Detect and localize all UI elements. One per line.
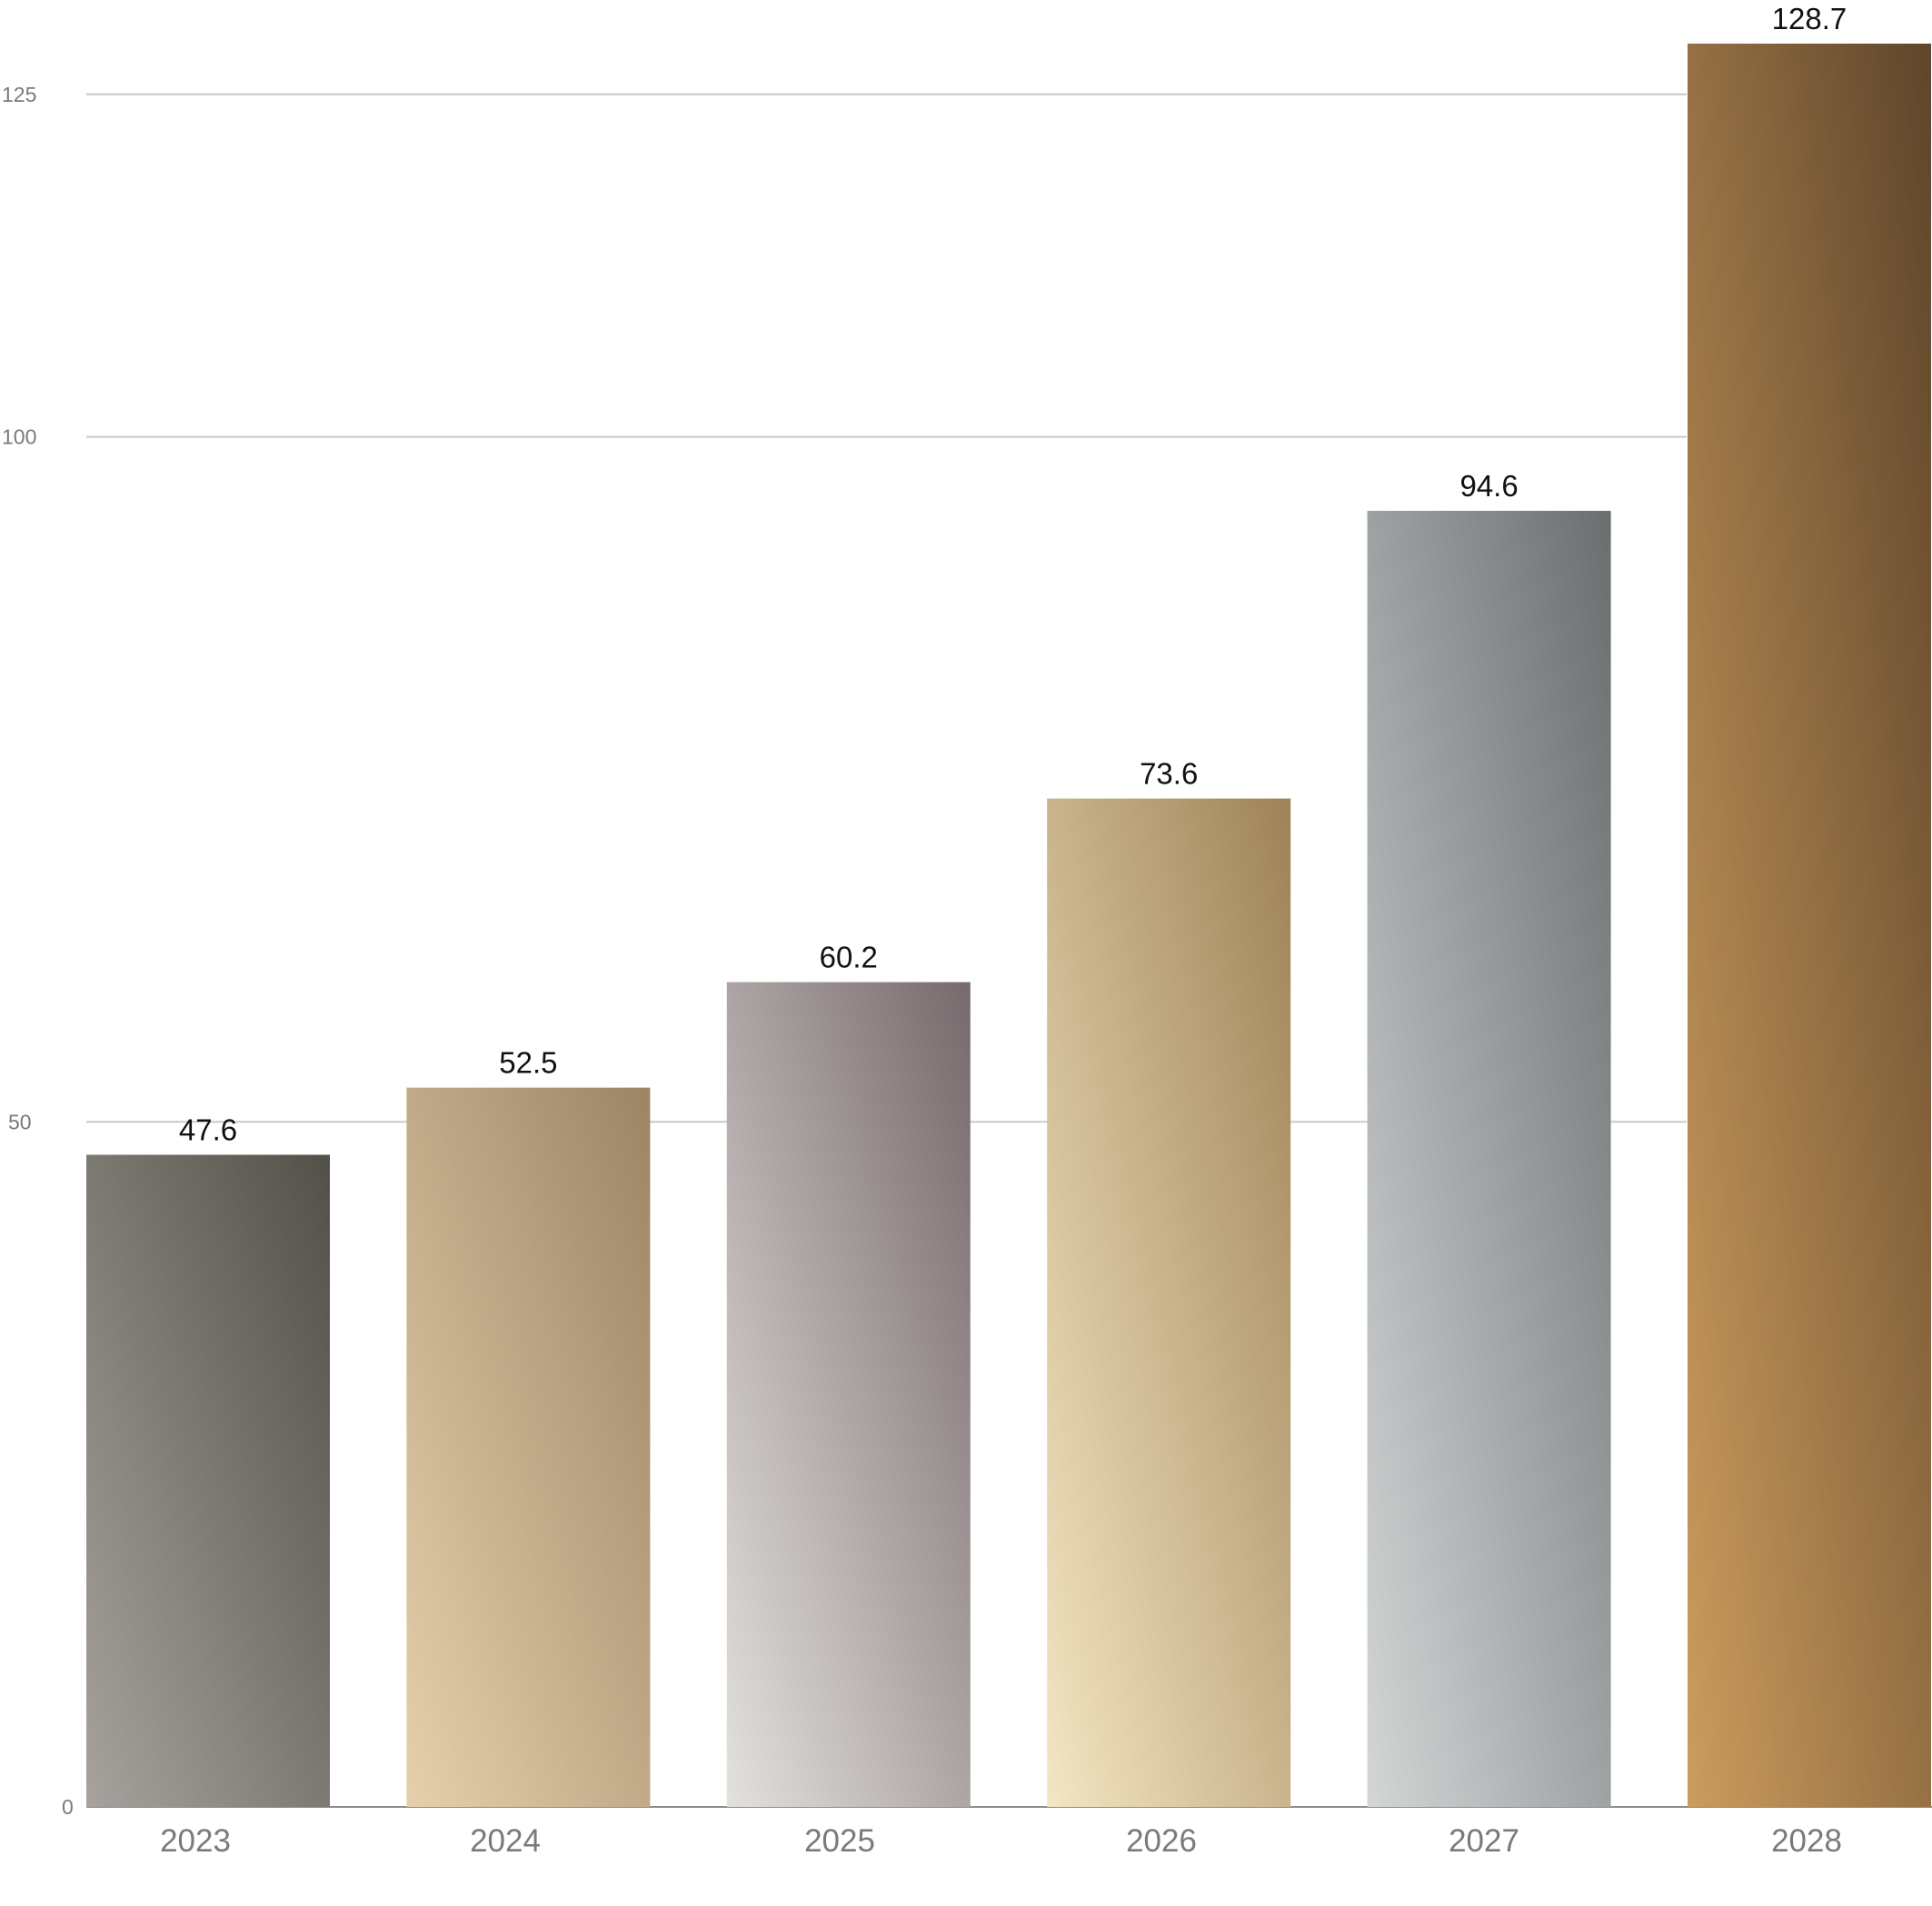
bar-2027	[1367, 511, 1611, 1807]
bar-2025	[726, 982, 971, 1807]
y-tick-label: 125	[2, 83, 36, 106]
x-tick-label-2025: 2025	[804, 1823, 875, 1859]
grid-lines	[86, 93, 1932, 1808]
bars	[86, 44, 1931, 1808]
y-tick-label: 50	[8, 1110, 32, 1133]
x-tick-label-2027: 2027	[1449, 1823, 1519, 1859]
x-tick-label-2023: 2023	[160, 1823, 231, 1859]
value-label-2027: 94.6	[1459, 469, 1518, 503]
value-label-2026: 73.6	[1140, 757, 1198, 791]
value-label-2024: 52.5	[499, 1046, 557, 1080]
value-labels: 47.6 52.5 60.2 73.6 94.6 128.7	[179, 2, 1847, 1146]
value-label-2028: 128.7	[1772, 2, 1847, 35]
value-label-2023: 47.6	[179, 1113, 237, 1146]
y-tick-label: 100	[2, 425, 36, 449]
bar-2023	[86, 1154, 330, 1807]
x-tick-label-2024: 2024	[470, 1823, 541, 1859]
y-axis-ticks: 0 50 100 125	[2, 83, 74, 1819]
x-tick-label-2028: 2028	[1771, 1823, 1842, 1859]
value-label-2025: 60.2	[820, 941, 878, 974]
bar-2026	[1047, 798, 1291, 1808]
y-tick-label: 0	[62, 1795, 74, 1819]
x-axis-ticks: 2023 2024 2025 2026 2027 2028	[160, 1823, 1842, 1859]
x-tick-label-2026: 2026	[1126, 1823, 1197, 1859]
bar-2024	[406, 1087, 651, 1807]
bar-2028	[1688, 44, 1931, 1807]
